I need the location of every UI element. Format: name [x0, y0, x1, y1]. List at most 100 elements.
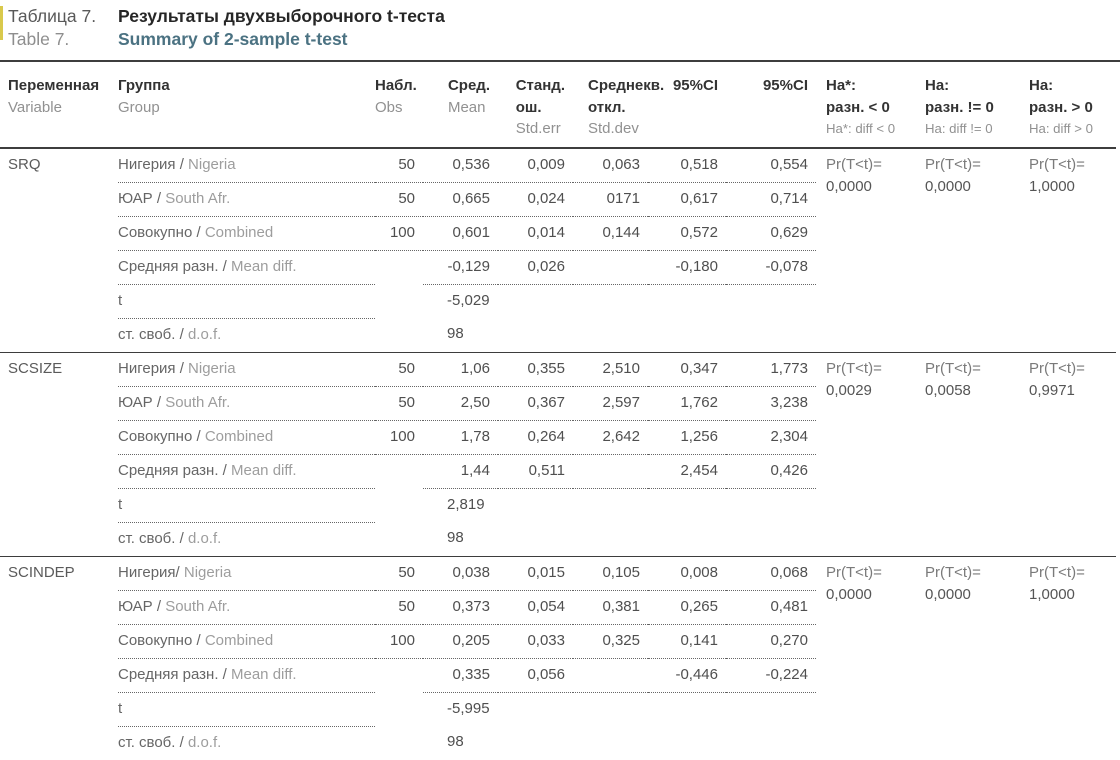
cell-ci-high: 0,270 [726, 624, 816, 659]
cell-obs: 50 [375, 352, 423, 387]
cell-filler [573, 726, 816, 760]
cell-mean: 0,038 [423, 556, 498, 591]
cell-stderr: 0,264 [498, 420, 573, 455]
cell-obs: 50 [375, 590, 423, 625]
table-row: SCINDEP Нигерия/ Nigeria 50 0,038 0,015 … [0, 556, 1116, 603]
cell-ci-low: 0,347 [648, 352, 726, 387]
block-scsize: SCSIZE Нигерия / Nigeria 50 1,06 0,355 2… [0, 352, 1116, 556]
cell-group: Нигерия / Nigeria [118, 147, 375, 183]
cell-group: t [118, 284, 375, 319]
cell-group: ст. своб. / d.o.f. [118, 325, 222, 343]
cell-obs: 50 [375, 386, 423, 421]
cell-ci-high: 1,773 [726, 352, 816, 387]
col-header-stderr: Станд. ош. Std.err [515, 77, 565, 137]
variable-name: SCSIZE [8, 359, 63, 377]
cell-dof-value: 98 [447, 733, 464, 750]
block-scindep: SCINDEP Нигерия/ Nigeria 50 0,038 0,015 … [0, 556, 1116, 760]
table-row: Средняя разн. / Mean diff. -0,129 0,026 … [0, 250, 1116, 285]
caption-line-en: Table 7. Summary of 2-sample t-test [0, 28, 1120, 51]
cell-mean: 1,78 [423, 420, 498, 455]
cell-t-value: -5,029 [447, 291, 490, 309]
cell-stderr: 0,014 [498, 216, 573, 251]
cell-stddev: 2,597 [573, 386, 648, 421]
cell-ci-low: 1,256 [648, 420, 726, 455]
cell-mean: 0,205 [423, 624, 498, 659]
cell-stddev: 0,063 [573, 147, 648, 183]
cell-group: ЮАР / South Afr. [118, 182, 375, 217]
cell-t-value: 2,819 [447, 495, 485, 513]
cell-ci-high: 0,629 [726, 216, 816, 251]
cell-obs: 50 [375, 147, 423, 183]
caption-text-en: Summary of 2-sample t-test [118, 29, 348, 49]
t-test-results-table: Переменная Variable Группа Group Набл. O… [0, 62, 1116, 760]
cell-obs-empty [375, 658, 423, 692]
table-row: ЮАР / South Afr. 50 0,373 0,054 0,381 0,… [0, 590, 1116, 625]
cell-stderr: 0,026 [498, 250, 573, 285]
cell-stderr: 0,024 [498, 182, 573, 217]
cell-ci-high: 0,554 [726, 147, 816, 183]
cell-stderr: 0,367 [498, 386, 573, 421]
cell-mean: 0,335 [423, 658, 498, 693]
cell-group: ЮАР / South Afr. [118, 386, 375, 421]
cell-stddev: 2,642 [573, 420, 648, 455]
cell-mean: 2,50 [423, 386, 498, 421]
caption-text-ru: Результаты двухвыборочного t-теста [118, 6, 445, 26]
cell-filler [573, 522, 816, 556]
cell-obs: 100 [375, 420, 423, 455]
table-row: t 2,819 [0, 488, 1116, 523]
cell-ci-low: 2,454 [648, 454, 726, 489]
col-header-ha-lt: Ha*: разн. < 0 Ha*: diff < 0 [826, 77, 896, 136]
cell-stderr: 0,054 [498, 590, 573, 625]
cell-obs: 100 [375, 624, 423, 659]
col-header-ci-high: 95%CI [762, 77, 808, 94]
cell-stderr: 0,056 [498, 658, 573, 693]
cell-group: t [118, 692, 375, 727]
cell-stddev-empty [573, 454, 648, 489]
cell-stddev-empty [573, 658, 648, 693]
cell-group: ст. своб. / d.o.f. [118, 529, 222, 547]
col-header-mean: Сред. Mean [447, 77, 490, 116]
cell-pr-lt: Pr(T<t)= 0,0000 [826, 563, 882, 603]
cell-ci-high: 0,714 [726, 182, 816, 217]
cell-group: ЮАР / South Afr. [118, 590, 375, 625]
cell-ci-low: 0,008 [648, 556, 726, 591]
cell-group: Нигерия/ Nigeria [118, 556, 375, 591]
cell-stderr: 0,511 [498, 454, 573, 489]
table-row: t -5,029 [0, 284, 1116, 319]
col-header-ha-ne: Ha: разн. != 0 Ha: diff != 0 [925, 77, 994, 136]
table-header: Переменная Variable Группа Group Набл. O… [0, 62, 1116, 148]
variable-name: SCINDEP [8, 563, 75, 581]
cell-stddev: 0171 [573, 182, 648, 217]
cell-ci-low: 0,617 [648, 182, 726, 217]
cell-stddev: 0,144 [573, 216, 648, 251]
cell-pr-ne: Pr(T<t)= 0,0058 [925, 359, 981, 399]
cell-group: Совокупно / Combined [118, 420, 375, 455]
cell-ci-high: 2,304 [726, 420, 816, 455]
cell-ci-high: 0,068 [726, 556, 816, 591]
cell-stddev: 0,325 [573, 624, 648, 659]
col-header-obs: Набл. Obs [375, 77, 417, 116]
table-row: ст. своб. / d.o.f. 98 [0, 318, 1116, 352]
cell-group: ст. своб. / d.o.f. [118, 733, 222, 751]
col-header-group: Группа Group [118, 77, 170, 116]
cell-stderr: 0,355 [498, 352, 573, 387]
cell-obs-empty [375, 454, 423, 488]
cell-stddev: 0,381 [573, 590, 648, 625]
cell-group: Нигерия / Nigeria [118, 352, 375, 387]
cell-group: Средняя разн. / Mean diff. [118, 250, 375, 285]
cell-obs-empty [375, 726, 423, 760]
table-row: Средняя разн. / Mean diff. 0,335 0,056 -… [0, 658, 1116, 693]
col-header-variable: Переменная Variable [8, 77, 100, 116]
cell-mean: 0,601 [423, 216, 498, 251]
table-caption: Таблица 7. Результаты двухвыборочного t-… [0, 0, 1120, 62]
cell-stddev: 2,510 [573, 352, 648, 387]
cell-ci-high: 3,238 [726, 386, 816, 421]
cell-obs-empty [375, 522, 423, 556]
col-header-ha-gt: Ha: разн. > 0 Ha: diff > 0 [1029, 77, 1093, 136]
variable-name: SRQ [8, 155, 41, 173]
cell-dof-value: 98 [447, 325, 464, 342]
cell-dof-value: 98 [447, 529, 464, 546]
cell-ci-high: -0,224 [726, 658, 816, 693]
cell-pr-gt: Pr(T<t)= 0,9971 [1029, 359, 1085, 399]
table-row: SRQ Нигерия / Nigeria 50 0,536 0,009 0,0… [0, 147, 1116, 195]
